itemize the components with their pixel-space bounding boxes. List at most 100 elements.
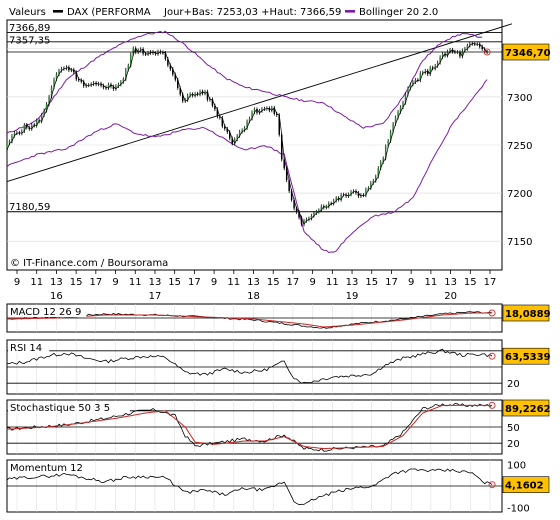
price-bar xyxy=(370,182,372,189)
price-bar xyxy=(308,218,310,220)
price-bar xyxy=(102,85,105,88)
price-bar xyxy=(11,135,13,142)
last-value-marker xyxy=(483,48,491,56)
x-hour-label: 17 xyxy=(385,277,398,288)
price-bar xyxy=(142,49,144,54)
price-bar xyxy=(95,82,97,85)
price-bar xyxy=(337,198,340,200)
price-bar xyxy=(127,65,130,70)
price-bar xyxy=(40,114,43,122)
price-bar xyxy=(144,53,147,55)
x-hour-label: 13 xyxy=(444,277,457,288)
price-bar xyxy=(214,105,216,110)
price-bar xyxy=(162,52,164,54)
price-bar xyxy=(278,115,280,135)
price-bar xyxy=(379,162,382,169)
price-bar xyxy=(189,94,191,96)
price-bar xyxy=(58,70,60,75)
price-bar xyxy=(469,43,471,46)
price-bar xyxy=(50,87,53,97)
x-hour-label: 17 xyxy=(484,277,497,288)
price-bar xyxy=(78,79,80,81)
price-bar xyxy=(21,131,23,134)
price-bar xyxy=(204,91,206,94)
price-bar xyxy=(231,138,233,144)
indicator-label-bg xyxy=(8,401,130,413)
last-value-marker xyxy=(488,352,496,360)
last-value-marker xyxy=(488,481,496,489)
price-bar xyxy=(362,195,365,197)
last-value-label: 7346,70 xyxy=(505,48,551,59)
price-bar xyxy=(305,219,308,221)
price-bar xyxy=(31,124,33,129)
price-bar xyxy=(256,109,258,113)
indicator-value-box xyxy=(502,347,550,365)
price-bar xyxy=(332,200,335,204)
price-bar xyxy=(340,194,342,200)
price-bar xyxy=(18,132,21,134)
legend-price-swatch xyxy=(53,10,63,13)
price-bar xyxy=(288,180,290,192)
price-bar xyxy=(464,48,466,51)
price-bar xyxy=(387,140,389,147)
y-tick-label: 20 xyxy=(507,439,520,450)
price-bar xyxy=(449,49,451,52)
legend-bollinger-swatch xyxy=(345,10,355,13)
price-bar xyxy=(154,53,157,55)
last-value-marker xyxy=(488,309,496,317)
price-bar xyxy=(248,118,251,122)
indicator-label-bg xyxy=(8,305,87,317)
x-day-label: 19 xyxy=(346,291,359,302)
macd-panel: MACD 12 26 9 18,0889 xyxy=(6,303,551,333)
price-bar xyxy=(48,96,50,104)
price-bar xyxy=(273,107,276,114)
price-bar xyxy=(290,191,293,200)
price-bar xyxy=(199,91,201,95)
price-bar xyxy=(132,48,134,55)
price-bar xyxy=(65,67,68,69)
price-bar xyxy=(174,74,177,80)
price-bar xyxy=(466,45,469,49)
price-bar xyxy=(476,44,478,46)
price-bar xyxy=(115,86,117,90)
price-bar xyxy=(28,127,31,129)
legend-background xyxy=(7,5,497,18)
legend-bollinger: Bollinger 20 2.0 xyxy=(359,7,438,18)
x-hour-label: 9 xyxy=(14,277,20,288)
macd-signal-line xyxy=(6,312,493,328)
trend-line xyxy=(6,23,513,182)
price-bar xyxy=(194,93,196,96)
price-bar xyxy=(298,211,300,218)
indicator-value-label: 89,2262 xyxy=(505,404,551,415)
indicator-value-box xyxy=(502,304,550,322)
indicator-value-box xyxy=(502,476,550,494)
level-label: 7366,89 xyxy=(9,23,50,34)
price-bar xyxy=(276,113,278,116)
price-bar xyxy=(372,180,375,183)
price-bar xyxy=(271,107,273,111)
price-bar xyxy=(137,50,139,53)
price-bar xyxy=(120,81,122,85)
price-bar xyxy=(107,84,110,88)
price-bar xyxy=(315,211,318,214)
price-bar xyxy=(429,67,431,75)
price-bar xyxy=(459,52,461,57)
y-tick-label: 50 xyxy=(507,423,520,434)
price-bar xyxy=(243,128,246,131)
x-hour-label: 11 xyxy=(425,277,438,288)
price-bar xyxy=(347,194,350,197)
price-bar xyxy=(35,120,38,126)
price-bar xyxy=(377,168,379,177)
legend-day-range: Jour+Bas: 7253,03 +Haut: 7366,59 xyxy=(163,7,341,18)
price-bar xyxy=(451,49,454,52)
x-hour-label: 11 xyxy=(129,277,142,288)
price-bar xyxy=(293,199,295,209)
rsi-panel: RSI 14 20 63,5339 xyxy=(6,339,551,395)
stochastique-signal-line xyxy=(6,404,493,450)
price-bar xyxy=(335,198,337,201)
x-day-label: 17 xyxy=(149,291,162,302)
price-bar xyxy=(434,65,436,69)
price-bar xyxy=(82,81,85,87)
